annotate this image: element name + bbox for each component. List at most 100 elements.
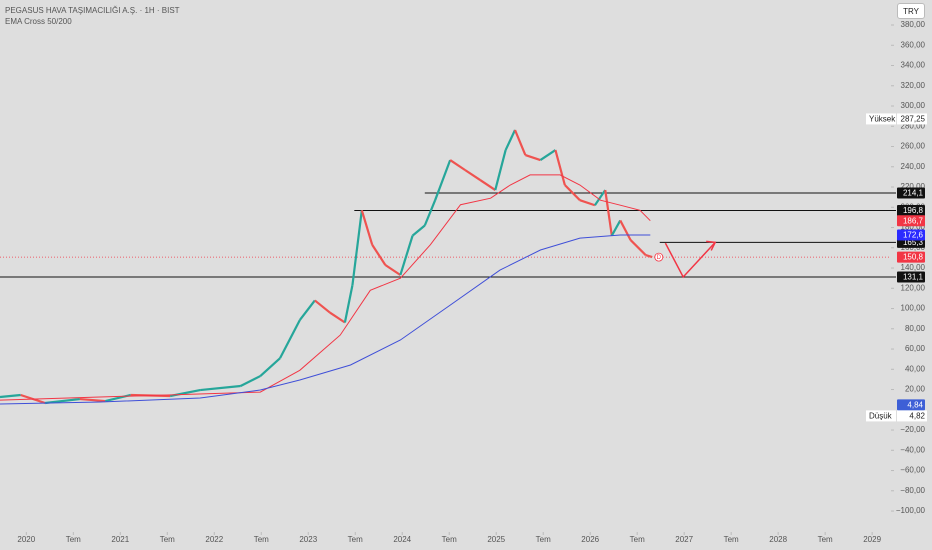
x-tick-label: 2028 <box>769 535 787 544</box>
level-badge <box>897 187 925 199</box>
price-segment <box>200 384 241 392</box>
x-tick-label: 2029 <box>863 535 881 544</box>
price-badge <box>897 215 925 227</box>
arrow-head <box>706 240 717 251</box>
level-badge <box>897 271 925 283</box>
price-badge <box>897 229 925 241</box>
x-tick-label: Tem <box>536 535 551 544</box>
level-badge-label: 165,3 <box>903 238 924 247</box>
price-segment <box>610 219 622 237</box>
y-tick-label: 320,00 <box>901 81 926 90</box>
price-segment <box>434 159 452 201</box>
price-badge <box>897 399 925 411</box>
price-segment <box>0 393 21 399</box>
y-tick-label: −20,00 <box>900 425 925 434</box>
price-segment <box>423 199 437 226</box>
price-segment <box>525 153 541 162</box>
price-segment <box>298 299 316 321</box>
price-segment <box>593 189 607 206</box>
low-value: 4,82 <box>909 412 925 421</box>
x-tick-label: 2026 <box>581 535 599 544</box>
x-tick-label: Tem <box>66 535 81 544</box>
price-segment <box>579 199 596 207</box>
y-tick-label: 40,00 <box>905 364 926 373</box>
price-segment <box>619 219 632 241</box>
x-tick-label: 2027 <box>675 535 693 544</box>
price-segment <box>539 149 557 162</box>
price-segment <box>79 397 106 403</box>
x-tick-label: Tem <box>254 535 269 544</box>
dividend-marker <box>654 252 664 262</box>
dividend-label: D <box>657 255 662 261</box>
price-badge-label: 186,7 <box>903 216 924 225</box>
projection-arrow <box>664 241 716 279</box>
price-segment <box>564 184 581 201</box>
price-segment <box>279 319 301 359</box>
price-badge-label: 150,8 <box>903 253 924 262</box>
price-badge <box>897 251 925 263</box>
price-segment <box>554 149 566 186</box>
high-name-box <box>866 113 896 125</box>
price-segment <box>384 264 401 276</box>
x-tick-label: Tem <box>442 535 457 544</box>
y-tick-label: 80,00 <box>905 324 926 333</box>
price-segment <box>449 159 466 172</box>
high-value: 287,25 <box>901 115 926 124</box>
price-segment <box>629 239 647 256</box>
x-tick-label: 2020 <box>17 535 35 544</box>
high-value-box <box>897 113 927 125</box>
price-segment <box>44 397 81 405</box>
price-badge-label: 4,84 <box>907 400 923 409</box>
y-tick-label: 300,00 <box>901 101 926 110</box>
price-segment <box>360 209 374 246</box>
price-segment <box>329 311 346 324</box>
y-tick-label: −40,00 <box>900 445 925 454</box>
x-tick-label: Tem <box>348 535 363 544</box>
x-tick-label: 2025 <box>487 535 505 544</box>
price-segment <box>494 149 507 191</box>
chart-title: PEGASUS HAVA TAŞIMACILIĞI A.Ş. · 1H · BI… <box>5 6 180 15</box>
level-badge-label: 214,1 <box>903 189 924 198</box>
y-tick-label: 360,00 <box>901 40 926 49</box>
x-tick-label: 2022 <box>205 535 223 544</box>
y-tick-label: 260,00 <box>901 142 926 151</box>
currency-button[interactable]: TRY <box>897 3 925 19</box>
price-segment <box>343 285 354 323</box>
price-badge-label: 172,6 <box>903 231 924 240</box>
price-segment <box>513 129 527 156</box>
y-tick-label: 60,00 <box>905 344 926 353</box>
high-name: Yüksek <box>869 115 896 124</box>
price-segment <box>464 169 481 181</box>
y-tick-label: 380,00 <box>901 20 926 29</box>
price-segment <box>259 357 281 377</box>
x-tick-label: Tem <box>630 535 645 544</box>
y-tick-label: 180,00 <box>901 223 926 232</box>
y-tick-label: 140,00 <box>901 263 926 272</box>
price-segment <box>399 235 414 276</box>
ema-line <box>0 174 651 401</box>
y-tick-label: 20,00 <box>905 385 926 394</box>
price-segment <box>371 244 387 266</box>
level-badge-label: 196,8 <box>903 206 924 215</box>
y-tick-label: 120,00 <box>901 283 926 292</box>
price-segment <box>240 375 261 387</box>
x-tick-label: 2024 <box>393 535 411 544</box>
price-segment <box>314 299 331 314</box>
chart-subtitle: EMA Cross 50/200 <box>5 17 72 26</box>
price-segment <box>479 179 496 191</box>
y-tick-label: −80,00 <box>900 486 925 495</box>
ema-line <box>0 234 651 405</box>
price-segment <box>351 210 363 286</box>
x-tick-label: 2023 <box>299 535 317 544</box>
x-tick-label: Tem <box>818 535 833 544</box>
x-tick-label: Tem <box>724 535 739 544</box>
y-tick-label: 220,00 <box>901 182 926 191</box>
price-segment <box>411 224 426 237</box>
price-segment <box>504 129 517 151</box>
x-tick-label: 2021 <box>111 535 129 544</box>
level-badge-label: 131,1 <box>903 273 924 282</box>
price-segment <box>604 189 613 236</box>
